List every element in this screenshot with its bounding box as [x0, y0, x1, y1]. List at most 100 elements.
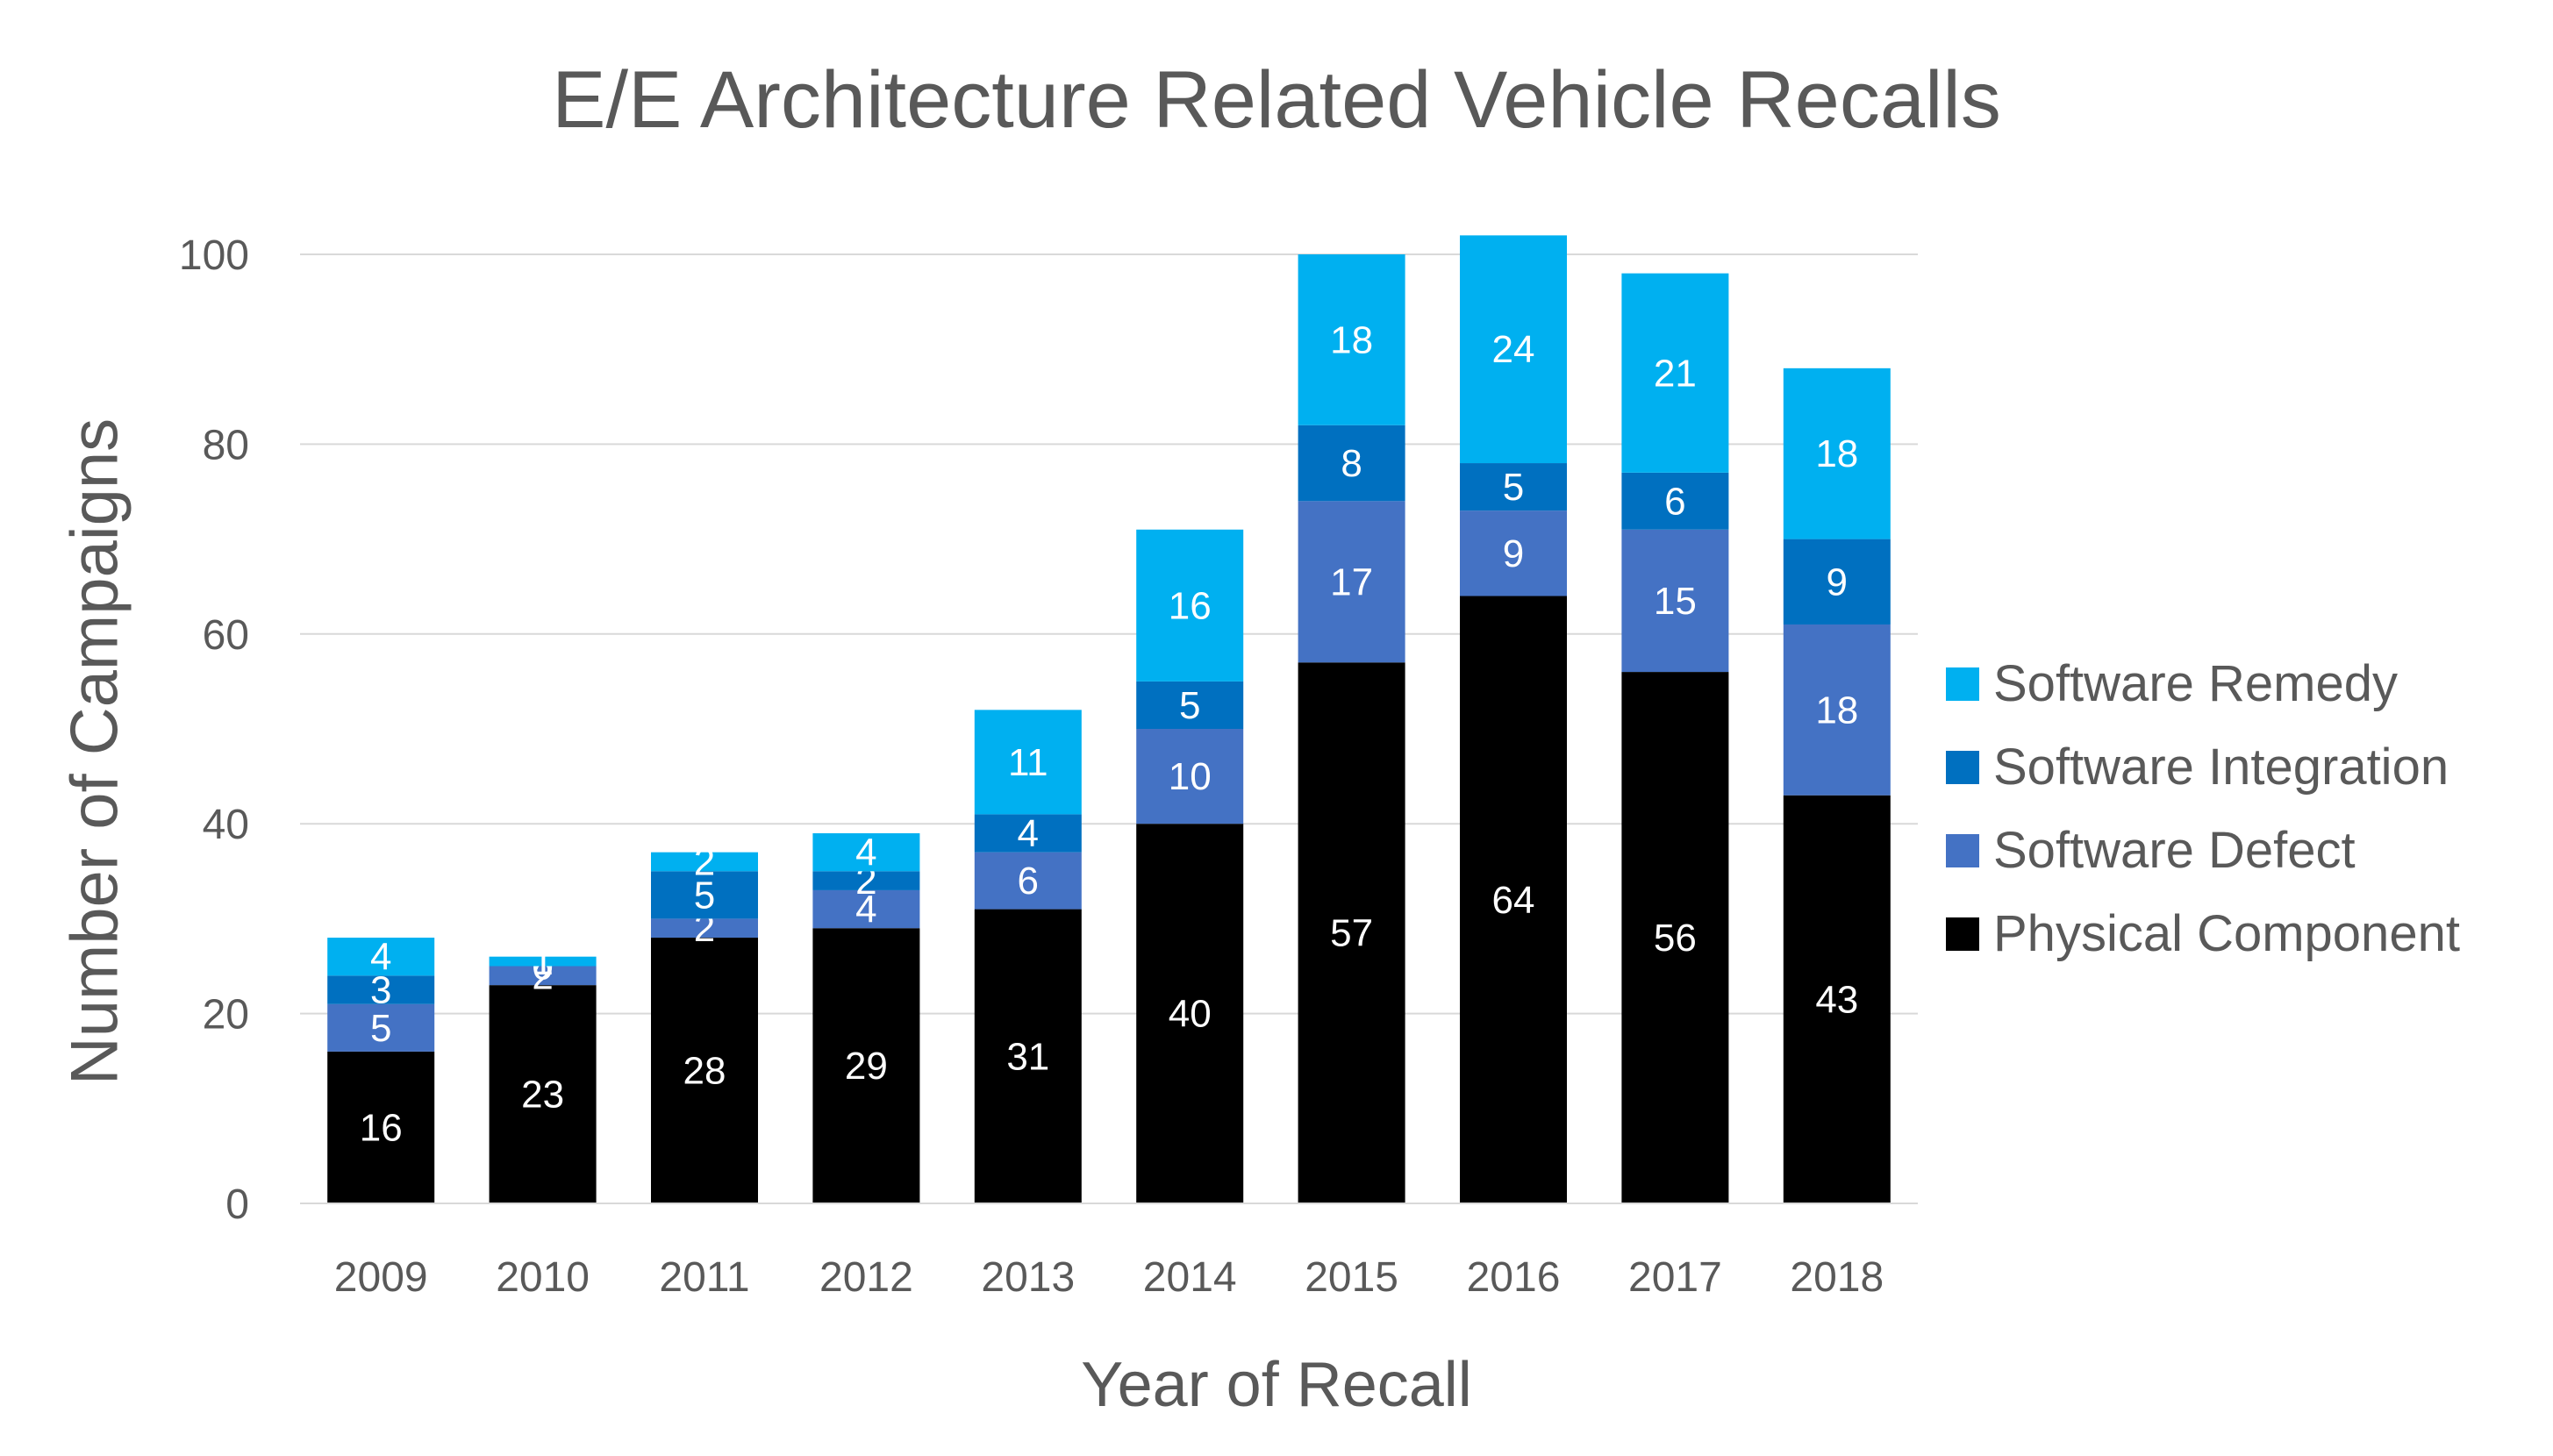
bar-segment [812, 833, 920, 872]
bar-segment [1783, 539, 1891, 625]
legend-label: Software Remedy [1993, 655, 2398, 712]
bar-segment [489, 956, 597, 967]
data-label: 5 [694, 874, 715, 917]
x-tick-label: 2016 [1467, 1254, 1561, 1301]
y-tick-label: 40 [203, 802, 249, 848]
data-label: 57 [1330, 912, 1373, 955]
bar-segment [974, 852, 1082, 910]
data-label: 8 [1341, 442, 1362, 485]
bar-segment [1460, 235, 1567, 464]
legend-item: Software Remedy [1946, 642, 2460, 725]
bar-segment [1621, 273, 1729, 473]
data-label: 10 [1169, 755, 1212, 798]
data-label: 16 [360, 1106, 403, 1149]
bar-segment [1621, 472, 1729, 530]
y-tick-label: 20 [203, 992, 249, 1038]
data-label: 17 [1330, 560, 1373, 603]
bar-segment [1136, 824, 1244, 1203]
bar-segment [812, 871, 920, 890]
data-label: 6 [1664, 480, 1685, 523]
bar-segment [327, 1051, 435, 1203]
data-label: 4 [1018, 812, 1039, 855]
data-label: 4 [370, 936, 391, 979]
bar-segment [1783, 368, 1891, 539]
data-label: 15 [1654, 580, 1697, 623]
bar-segment [974, 814, 1082, 853]
legend-label: Physical Component [1993, 905, 2460, 962]
bar-segment [1136, 729, 1244, 824]
y-tick-label: 80 [203, 422, 249, 468]
data-label: 5 [370, 1007, 391, 1050]
data-label: 4 [855, 831, 876, 874]
data-label: 56 [1654, 917, 1697, 960]
bar-segment [651, 871, 758, 919]
data-label: 28 [683, 1050, 726, 1093]
data-label: 6 [1018, 860, 1039, 903]
data-label: 4 [855, 889, 876, 931]
bar-segment [974, 909, 1082, 1203]
bar-segment [1298, 254, 1405, 425]
legend-label: Software Defect [1993, 822, 2356, 879]
x-tick-label: 2018 [1790, 1254, 1884, 1301]
data-label: 3 [370, 969, 391, 1012]
data-label: 11 [1008, 741, 1048, 784]
legend-item: Physical Component [1946, 892, 2460, 975]
x-tick-label: 2015 [1305, 1254, 1398, 1301]
data-label: 9 [1827, 560, 1848, 603]
bar-segment [812, 889, 920, 929]
data-label: 24 [1492, 328, 1535, 371]
data-label: 16 [1169, 584, 1212, 627]
bar-segment [1298, 662, 1405, 1203]
x-tick-label: 2017 [1628, 1254, 1722, 1301]
bar-segment [1136, 681, 1244, 729]
legend-swatch [1946, 667, 1979, 701]
chart-title: E/E Architecture Related Vehicle Recalls [552, 55, 2001, 145]
x-tick-label: 2012 [819, 1254, 913, 1301]
x-tick-label: 2014 [1143, 1254, 1237, 1301]
bar-segment [1298, 425, 1405, 502]
data-label: 18 [1815, 689, 1858, 732]
bar-segment [974, 710, 1082, 815]
data-label: 23 [521, 1074, 564, 1117]
y-tick-label: 0 [225, 1181, 249, 1228]
bar-segment [1783, 624, 1891, 796]
data-label: 40 [1169, 993, 1212, 1036]
legend-label: Software Integration [1993, 739, 2449, 796]
legend-item: Software Defect [1946, 809, 2460, 892]
bar-segment [1621, 529, 1729, 673]
bar-segment [1621, 672, 1729, 1203]
legend-swatch [1946, 750, 1979, 784]
bar-segment [651, 852, 758, 872]
x-tick-label: 2013 [981, 1254, 1075, 1301]
bar-segment [1298, 501, 1405, 663]
data-label: 18 [1815, 432, 1858, 475]
data-label: 0 [532, 946, 553, 989]
legend: Software Remedy Software Integration Softw… [1946, 642, 2460, 975]
bar-segment [1783, 795, 1891, 1203]
data-label: 2 [694, 840, 715, 883]
data-label: 21 [1654, 352, 1697, 395]
bar-segment [1136, 529, 1244, 682]
data-label: 29 [845, 1045, 888, 1088]
y-tick-label: 100 [179, 232, 249, 279]
data-label: 43 [1815, 978, 1858, 1021]
bar-segment [651, 938, 758, 1203]
bar-segment [327, 938, 435, 976]
bar-segment [812, 928, 920, 1203]
bar-segment [1460, 463, 1567, 511]
x-axis-title: Year of Recall [1081, 1350, 1472, 1420]
legend-swatch [1946, 833, 1979, 867]
data-label: 64 [1492, 879, 1535, 922]
x-tick-label: 2011 [659, 1254, 749, 1301]
bar-segment [489, 966, 597, 986]
legend-swatch [1946, 917, 1979, 951]
x-tick-label: 2010 [496, 1254, 590, 1301]
bar-segment [1460, 596, 1567, 1203]
data-label: 5 [1179, 684, 1200, 727]
data-label: 31 [1006, 1035, 1049, 1078]
bar-segment [1460, 510, 1567, 596]
y-tick-label: 60 [203, 612, 249, 659]
data-label: 5 [1503, 466, 1524, 509]
x-tick-label: 2009 [334, 1254, 428, 1301]
